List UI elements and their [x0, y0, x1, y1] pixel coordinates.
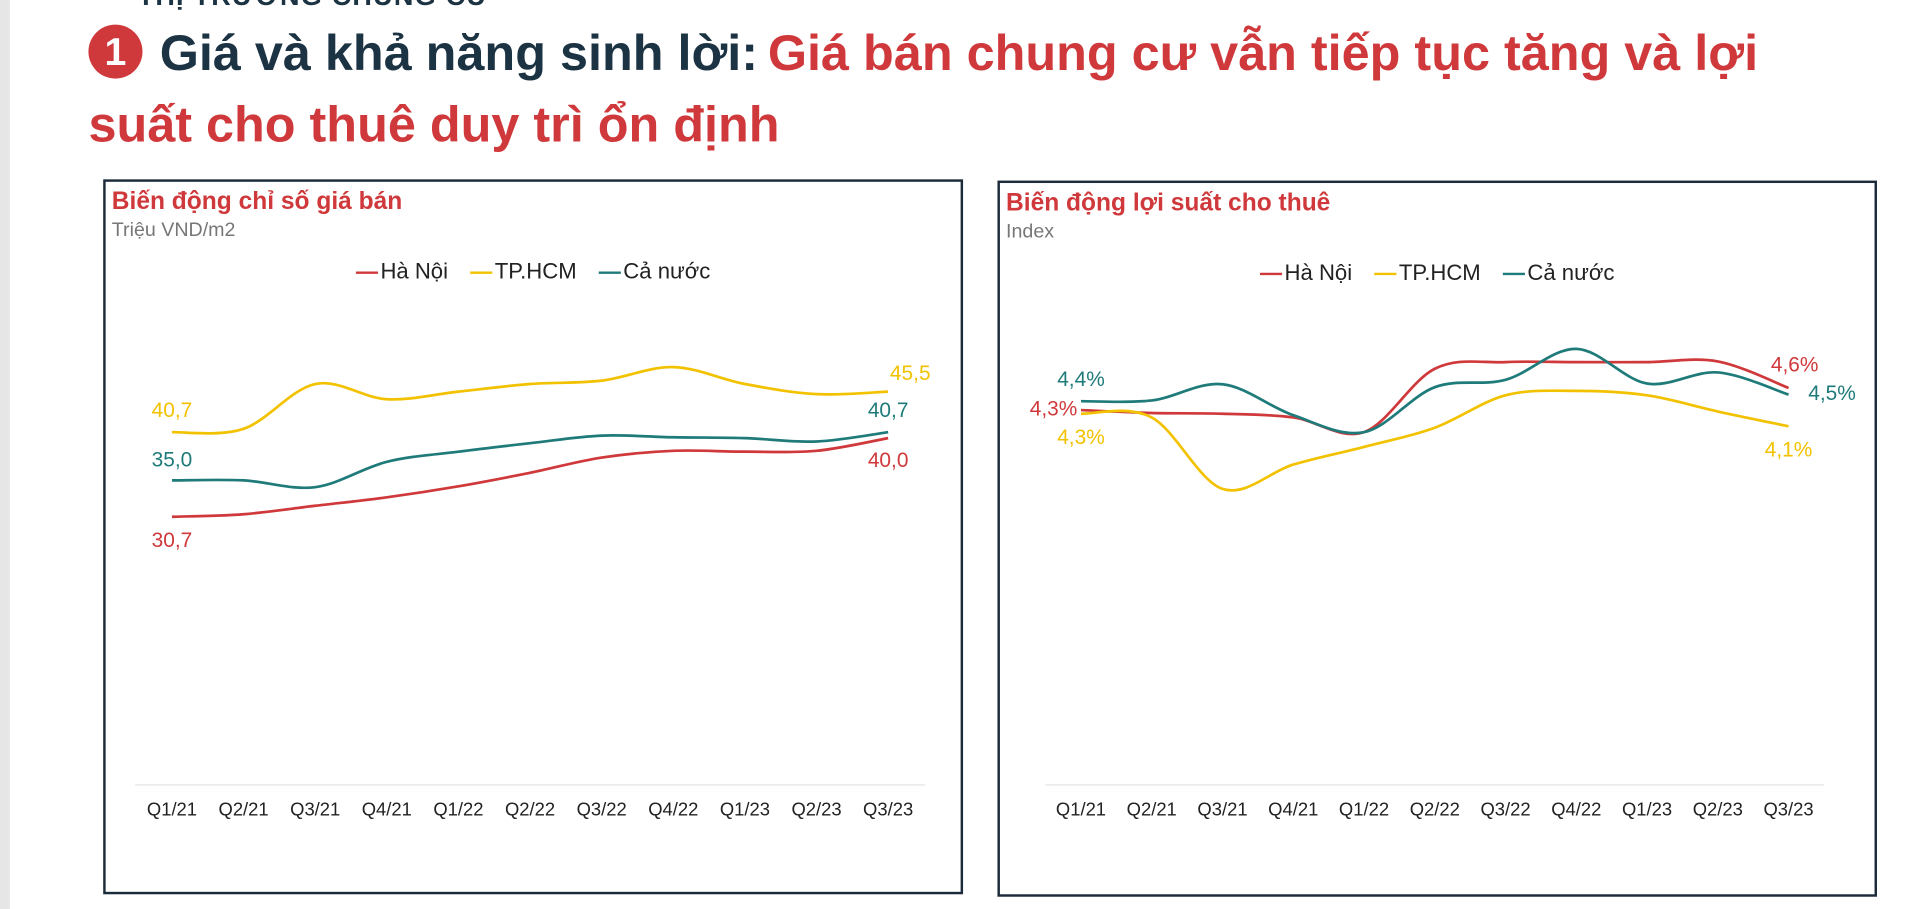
chart-title: Biến động chỉ số giá bán	[112, 188, 403, 215]
x-tick-label: Q1/22	[1339, 799, 1389, 820]
value-label: 4,3%	[1057, 426, 1105, 449]
title-lead: Giá và khả năng sinh lời:	[159, 24, 759, 82]
slide-title: 1 Giá và khả năng sinh lời: Giá bán chung …	[88, 17, 1857, 159]
value-label: 30,7	[152, 529, 193, 552]
section-number: 1	[88, 24, 143, 79]
side-bar	[0, 0, 10, 909]
legend-label: Cả nước	[623, 259, 710, 284]
chart-subtitle: Triệu VND/m2	[112, 219, 236, 241]
value-label: 40,0	[868, 449, 909, 472]
value-label: 45,5	[890, 362, 931, 385]
chart-frame	[997, 180, 1877, 897]
x-tick-label: Q2/21	[1127, 799, 1177, 820]
x-tick-label: Q1/21	[1056, 799, 1106, 820]
section-label: THỊ TRƯỜNG CHUNG CƯ	[138, 0, 490, 12]
series-line	[1080, 347, 1789, 435]
x-tick-label: Q2/21	[219, 799, 269, 820]
x-tick-label: Q1/23	[1622, 799, 1672, 820]
x-tick-label: Q2/22	[1410, 799, 1460, 820]
x-tick-label: Q3/23	[863, 799, 913, 820]
x-tick-label: Q3/21	[1197, 799, 1247, 820]
title-main: Giá bán chung cư vẫn tiếp tục tăng và lợ…	[88, 24, 1759, 153]
x-tick-label: Q4/22	[1551, 799, 1601, 820]
legend-label: Cả nước	[1527, 260, 1614, 285]
legend-label: TP.HCM	[1399, 260, 1481, 285]
chart-frame	[103, 179, 964, 895]
x-tick-label: Q3/22	[577, 799, 627, 820]
value-label: 4,3%	[1030, 398, 1078, 421]
value-label: 4,1%	[1765, 438, 1813, 461]
legend-label: Hà Nội	[380, 259, 448, 284]
legend-label: Hà Nội	[1285, 260, 1353, 285]
series-line	[171, 436, 889, 519]
x-tick-label: Q4/22	[648, 799, 698, 820]
x-tick-label: Q3/21	[290, 799, 340, 820]
value-label: 40,7	[152, 399, 193, 422]
x-tick-label: Q3/23	[1763, 799, 1813, 820]
value-label: 40,7	[868, 399, 909, 422]
x-tick-label: Q2/23	[1693, 799, 1743, 820]
value-label: 4,4%	[1057, 368, 1105, 391]
series-line	[1080, 389, 1789, 492]
value-label: 4,5%	[1808, 382, 1856, 405]
chart-subtitle: Index	[1006, 220, 1054, 242]
chart-title: Biến động lợi suất cho thuê	[1006, 189, 1330, 216]
x-tick-label: Q1/23	[720, 799, 770, 820]
x-tick-label: Q2/22	[505, 799, 555, 820]
series-line	[171, 365, 889, 435]
x-tick-label: Q4/21	[362, 799, 412, 820]
series-line	[171, 430, 889, 490]
x-tick-label: Q3/22	[1480, 799, 1530, 820]
x-tick-label: Q1/21	[147, 799, 197, 820]
series-line	[1080, 358, 1790, 436]
x-tick-label: Q2/23	[791, 799, 841, 820]
value-label: 35,0	[152, 448, 193, 471]
x-tick-label: Q4/21	[1268, 799, 1318, 820]
x-tick-label: Q1/22	[433, 799, 483, 820]
legend-label: TP.HCM	[495, 259, 577, 284]
value-label: 4,6%	[1771, 353, 1819, 376]
